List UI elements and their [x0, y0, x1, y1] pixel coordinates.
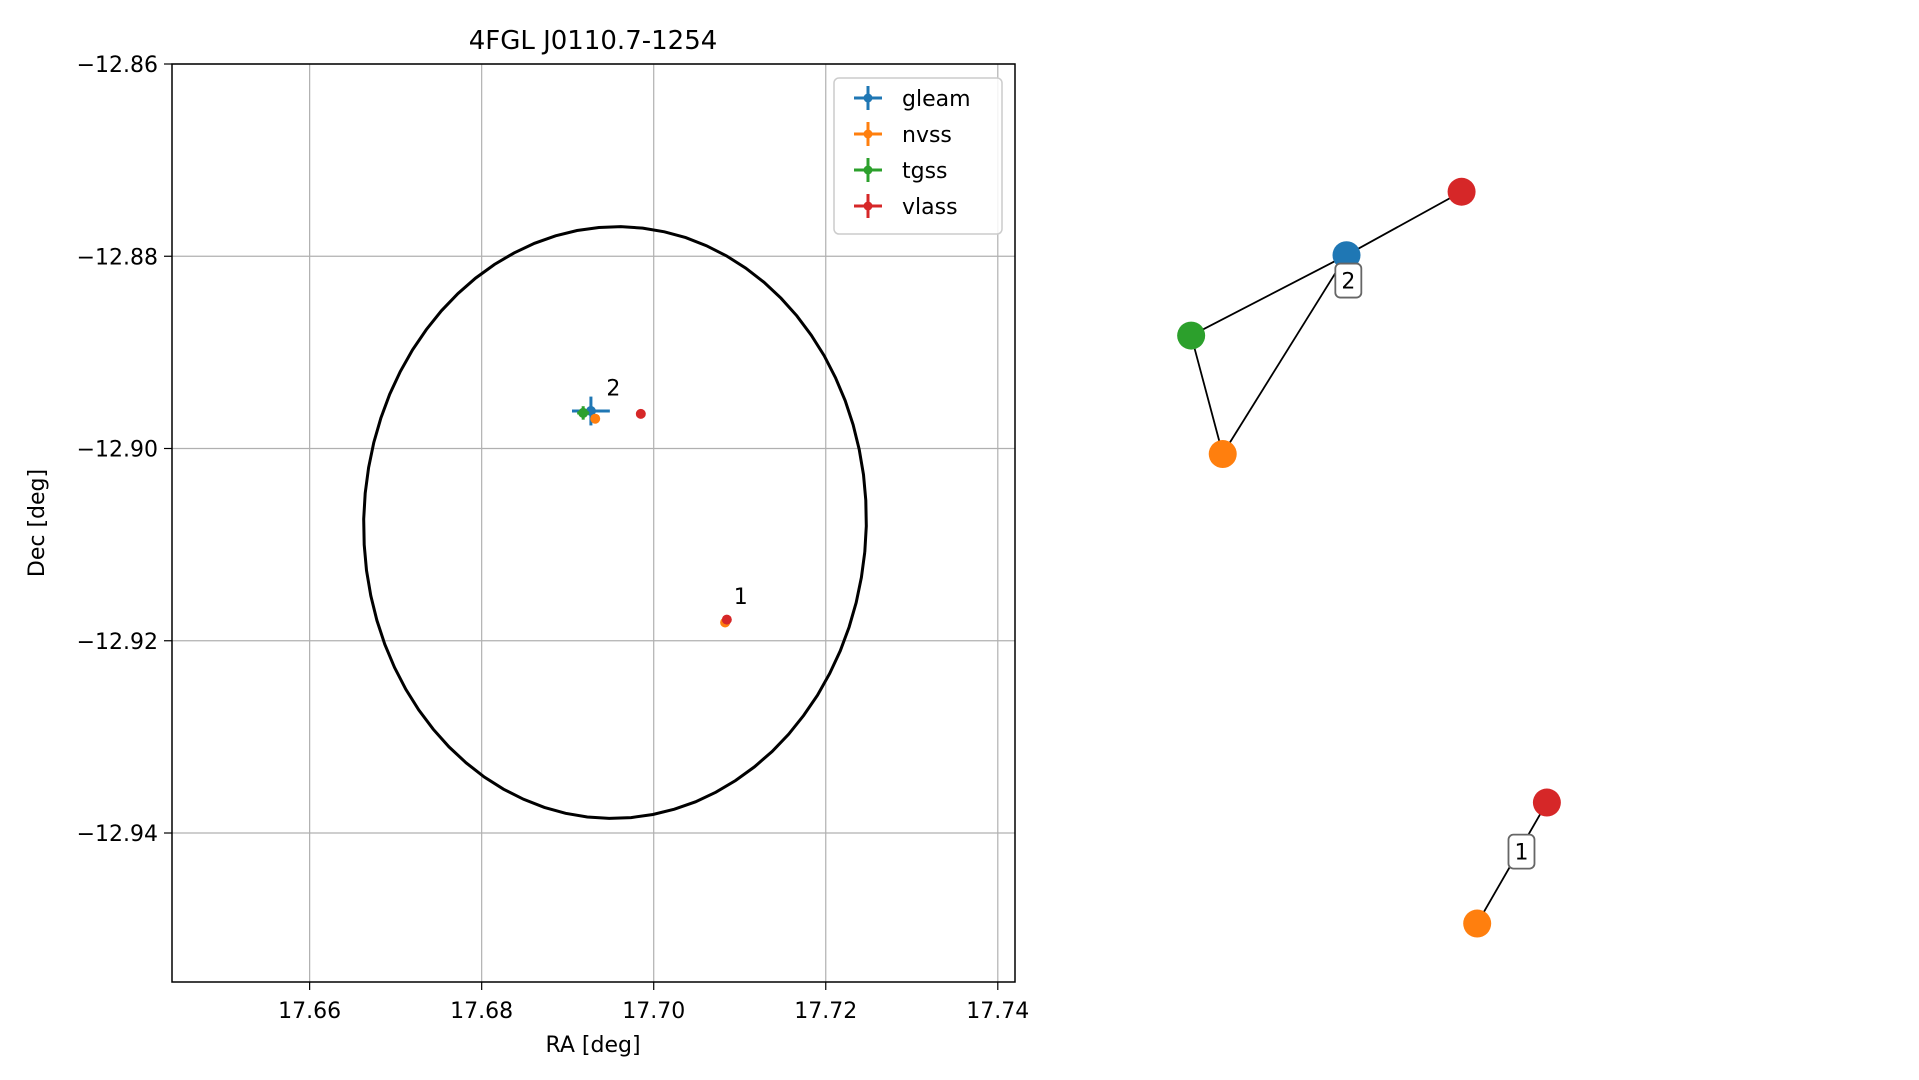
y-axis-label: Dec [deg] — [25, 469, 50, 577]
legend-swatch-dot — [863, 129, 873, 139]
association-graph: 21 — [1177, 177, 1561, 938]
x-axis-ticks: 17.66 17.68 17.70 17.72 17.74 — [278, 982, 1029, 1024]
vlass-point — [721, 614, 732, 625]
y-tick-label: −12.92 — [77, 630, 158, 655]
chart-title: 4FGL J0110.7-1254 — [469, 26, 718, 56]
y-tick-label: −12.90 — [77, 438, 158, 463]
x-tick-label: 17.68 — [450, 999, 513, 1024]
graph-edges — [1190, 190, 1548, 924]
graph-nodes — [1177, 177, 1561, 938]
y-tick-label: −12.86 — [77, 53, 158, 78]
nvss-point — [590, 413, 601, 424]
association-scatter-plot: 21 17.66 17.68 17.70 17.72 17.74 −12.86−12.8… — [25, 26, 1029, 1058]
graph-labels: 21 — [1334, 262, 1536, 870]
y-axis-ticks: −12.86 −12.88 −12.90 −12.92 −12.94 — [77, 53, 172, 847]
x-tick-label: 17.74 — [966, 999, 1029, 1024]
annotations: 21 — [606, 377, 747, 611]
y-tick-label: −12.88 — [77, 245, 158, 270]
y-tick-label: −12.94 — [77, 822, 158, 847]
graph-node-vlass — [1447, 177, 1476, 206]
legend-swatch-dot — [863, 201, 873, 211]
legend-label: tgss — [902, 159, 948, 184]
graph-label-box — [1507, 833, 1536, 870]
graph-edge — [1346, 190, 1463, 256]
ellipse-outline — [362, 225, 868, 820]
graph-label-box — [1334, 262, 1363, 299]
x-axis-label: RA [deg] — [545, 1033, 640, 1058]
legend-swatch-dot — [863, 93, 873, 103]
legend: gleam nvss tgss vlass — [833, 77, 1003, 235]
confidence-ellipse — [362, 225, 868, 820]
x-tick-label: 17.70 — [622, 999, 685, 1024]
legend-box — [833, 77, 1003, 235]
graph-node-tgss — [1177, 321, 1206, 350]
legend-swatch-dot — [863, 165, 873, 175]
graph-node-nvss — [1463, 909, 1492, 938]
graph-label: 2 — [1341, 270, 1355, 295]
tgss-point — [578, 407, 589, 418]
graph-node-gleam — [1332, 241, 1361, 270]
point-annotation: 2 — [606, 377, 620, 402]
graph-edge — [1221, 254, 1348, 455]
graph-edge — [1190, 254, 1347, 337]
legend-label: nvss — [902, 123, 952, 148]
legend-label: vlass — [902, 195, 958, 220]
x-tick-label: 17.72 — [794, 999, 857, 1024]
x-tick-label: 17.66 — [278, 999, 341, 1024]
graph-label: 1 — [1514, 841, 1528, 866]
data-points — [571, 396, 732, 628]
legend-label: gleam — [902, 87, 971, 112]
graph-node-nvss — [1208, 440, 1237, 469]
graph-node-vlass — [1532, 788, 1561, 817]
point-annotation: 1 — [734, 585, 748, 610]
graph-edge — [1190, 335, 1224, 455]
vlass-point — [635, 408, 646, 419]
plot-frame — [171, 63, 1016, 983]
